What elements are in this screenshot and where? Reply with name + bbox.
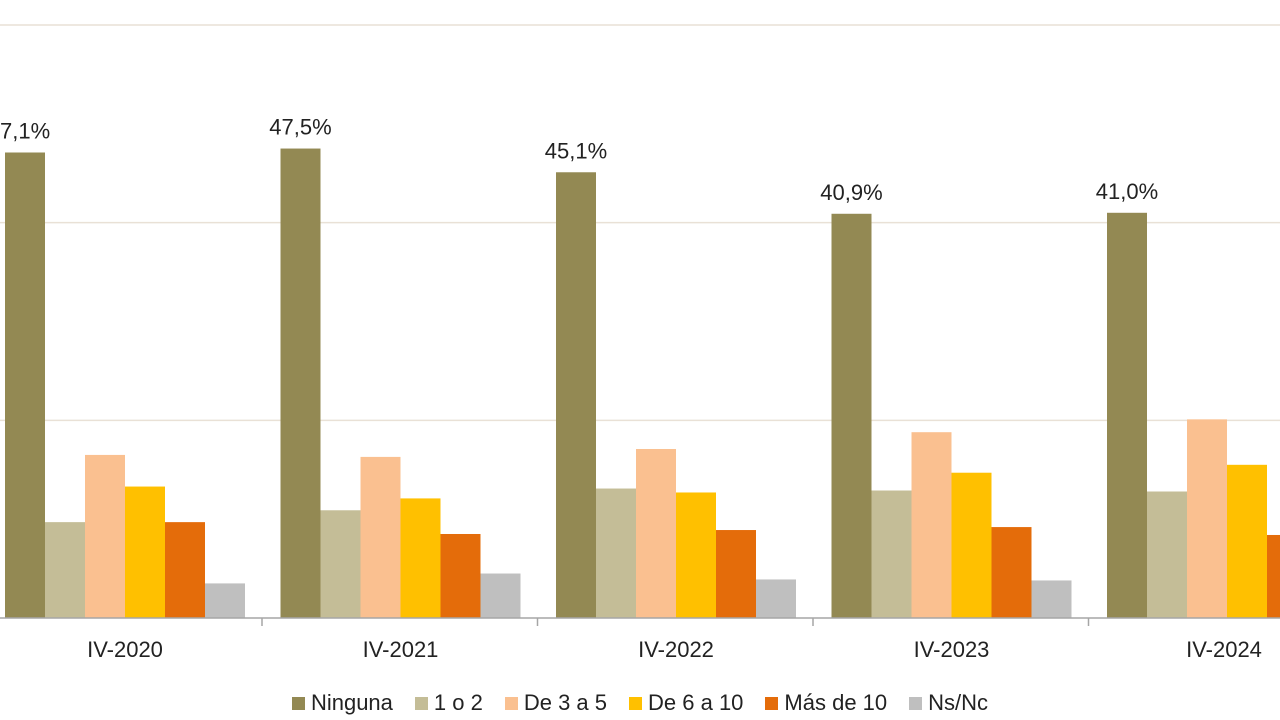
legend-label: De 6 a 10	[648, 690, 744, 715]
legend-item: De 6 a 10	[629, 690, 743, 716]
data-label: 7,1%	[0, 118, 50, 143]
bar	[716, 530, 756, 618]
legend-label: Más de 10	[784, 690, 888, 715]
bar	[85, 454, 125, 618]
legend-item: 1 o 2	[414, 690, 483, 716]
bar	[676, 492, 716, 618]
bar	[1227, 464, 1267, 618]
legend-label: 1 o 2	[433, 690, 483, 715]
bar	[400, 498, 441, 618]
x-tick-label: IV-2020	[87, 637, 163, 662]
bar	[1187, 419, 1227, 618]
bar	[831, 213, 872, 618]
legend-swatch	[414, 696, 428, 710]
bar	[280, 148, 321, 618]
bar	[5, 152, 45, 618]
bar	[165, 522, 205, 618]
bar	[951, 472, 992, 618]
bar	[360, 456, 401, 618]
legend-swatch	[504, 696, 518, 710]
legend-item: De 3 a 5	[504, 690, 608, 716]
legend-swatch	[765, 696, 779, 710]
bar-chart: 7,1% 47,5% 45,1% 40,9% 41,0% IV-2020 IV-2021 IV…	[0, 24, 1280, 662]
x-tick-label: IV-2023	[914, 637, 990, 662]
bar	[320, 510, 361, 618]
legend-label: De 3 a 5	[523, 690, 608, 715]
legend-swatch	[909, 696, 923, 710]
legend-label: Ns/Nc	[928, 690, 989, 715]
bar	[1107, 212, 1147, 619]
bar	[125, 486, 165, 618]
data-label: 41,0%	[1096, 179, 1158, 204]
bar	[596, 488, 636, 618]
bar	[45, 522, 85, 618]
data-label: 40,9%	[820, 180, 882, 205]
legend-item: Ninguna	[291, 690, 393, 716]
bar	[1147, 491, 1187, 618]
legend: Ninguna 1 o 2 De 3 a 5 De 6 a 10 Más de 10 Ns…	[0, 686, 1280, 720]
bar	[991, 527, 1032, 618]
data-label: 45,1%	[545, 138, 607, 163]
bar	[1267, 534, 1280, 618]
bar	[756, 579, 796, 618]
x-tick-label: IV-2021	[363, 637, 439, 662]
bar	[205, 583, 245, 618]
legend-swatch	[629, 696, 643, 710]
bar	[636, 448, 676, 618]
bar	[911, 432, 952, 618]
legend-label: Ninguna	[310, 690, 393, 715]
bar	[440, 533, 481, 618]
legend-swatch	[291, 696, 305, 710]
data-label: 47,5%	[269, 115, 331, 140]
legend-item: Ns/Nc	[909, 690, 988, 716]
legend-item: Más de 10	[765, 690, 887, 716]
x-tick-label: IV-2024	[1186, 637, 1262, 662]
bar	[1031, 580, 1072, 618]
x-tick-label: IV-2022	[638, 637, 714, 662]
bar	[480, 573, 521, 618]
bar	[556, 172, 596, 619]
bar	[871, 490, 912, 618]
